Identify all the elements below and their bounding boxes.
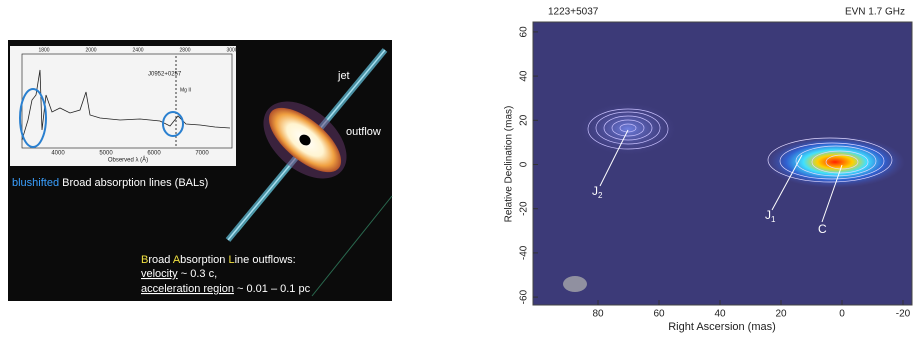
- object-name: J0952+0257: [148, 72, 182, 78]
- spectrum-tick-label: 7000: [195, 151, 209, 157]
- velocity-line: velocity ~ 0.3 c,: [141, 268, 217, 280]
- x-tick-label: -20: [896, 309, 911, 320]
- velocity-term: velocity: [141, 268, 178, 280]
- x-tick-label: 20: [775, 309, 787, 320]
- title-text: bsorption: [180, 254, 228, 266]
- x-axis-label: Observed λ (Å): [108, 157, 148, 164]
- spectrum-top-tick: 3000: [226, 47, 237, 53]
- y-tick-label: -60: [519, 289, 530, 304]
- acceleration-line: acceleration region ~ 0.01 – 0.1 pc: [141, 283, 311, 295]
- source-name: 1223+5037: [548, 7, 599, 18]
- y-tick-label: 40: [519, 70, 530, 82]
- spectrum-tick-label: 6000: [147, 151, 161, 157]
- caption-text: Broad absorption lines (BALs): [59, 177, 208, 189]
- y-tick-label: -20: [519, 201, 530, 216]
- y-tick-label: 0: [519, 161, 530, 167]
- y-tick-label: 60: [519, 26, 530, 38]
- highlight-letter: B: [141, 254, 148, 266]
- band-label: EVN 1.7 GHz: [845, 7, 905, 18]
- jet-label: jet: [337, 70, 350, 82]
- line-label: Mg II: [180, 87, 191, 93]
- title-text: ine outflows:: [235, 254, 296, 266]
- page: {"left_panel": { "spectrum": {"object": …: [0, 0, 923, 336]
- y-axis-label: Relative Declination (mas): [504, 106, 515, 223]
- outflow-label: outflow: [346, 126, 381, 138]
- acceleration-value: ~ 0.01 – 0.1 pc: [234, 283, 311, 295]
- x-axis-label: Right Ascersion (mas): [668, 321, 776, 333]
- y-tick-label: -40: [519, 245, 530, 260]
- caption-highlight: blushifted: [12, 177, 59, 189]
- spectrum-tick-label: 4000: [51, 151, 65, 157]
- spectrum-top-tick: 2000: [85, 47, 96, 53]
- x-tick-label: 40: [714, 309, 726, 320]
- spectrum-tick-label: 5000: [99, 151, 113, 157]
- component-label: C: [818, 222, 827, 236]
- j2-emission: [580, 103, 676, 155]
- component-subscript: 2: [598, 191, 603, 200]
- spectrum-top-tick: 2800: [179, 47, 190, 53]
- acceleration-term: acceleration region: [141, 283, 234, 295]
- velocity-value: ~ 0.3 c,: [178, 268, 217, 280]
- x-tick-label: 60: [653, 309, 665, 320]
- component-name: C: [818, 222, 827, 236]
- x-tick-label: 0: [839, 309, 845, 320]
- figure: J0952+0257 Mg II Observed λ (Å) 40005000…: [0, 0, 923, 336]
- spectrum-top-tick: 1800: [38, 47, 49, 53]
- beam: [563, 276, 587, 292]
- title-text: road: [148, 254, 172, 266]
- y-tick-label: 20: [519, 114, 530, 126]
- bal-caption: blushifted Broad absorption lines (BALs): [12, 177, 208, 189]
- spectrum-top-tick: 2400: [132, 47, 143, 53]
- component-subscript: 1: [771, 215, 776, 224]
- bal-title: Broad Absorption Line outflows:: [141, 254, 296, 266]
- x-tick-label: 80: [592, 309, 604, 320]
